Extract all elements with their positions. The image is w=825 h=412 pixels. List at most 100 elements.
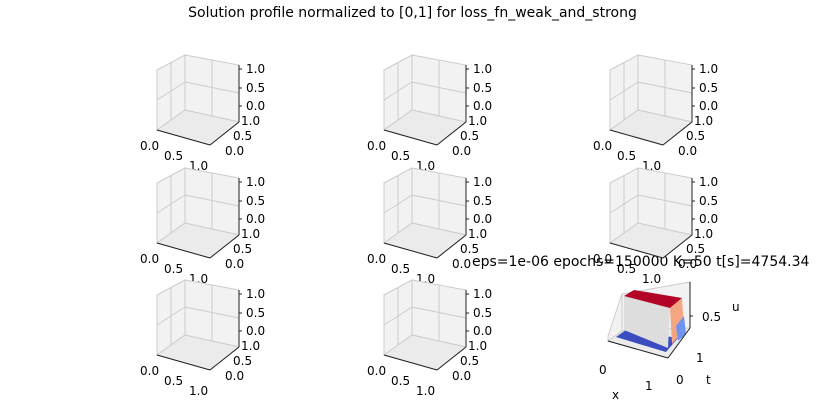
x-axis-line bbox=[383, 242, 438, 259]
grid-line bbox=[383, 194, 413, 214]
z-tick-label: 0.0 bbox=[246, 324, 265, 338]
z-tick-label: 0.0 bbox=[473, 324, 492, 338]
grid-line bbox=[184, 81, 240, 94]
grid-line bbox=[411, 81, 467, 94]
grid-line bbox=[156, 81, 186, 101]
x-axis-label: x bbox=[612, 388, 619, 402]
z-tick-label: 1.0 bbox=[473, 62, 492, 76]
grid-line bbox=[383, 81, 413, 101]
x-axis-line bbox=[156, 129, 211, 146]
x-tick-label: 0.5 bbox=[617, 262, 636, 276]
x-tick-label: 0.0 bbox=[140, 364, 159, 378]
x-tick-label: 0.0 bbox=[140, 139, 159, 153]
y-tick-label: 0.5 bbox=[233, 354, 252, 368]
y-tick-label: 0 bbox=[676, 373, 684, 387]
x-axis-line bbox=[607, 340, 669, 359]
z-tick-label: 1.0 bbox=[699, 62, 718, 76]
x-tick-label: 1.0 bbox=[189, 384, 208, 398]
subplot-title: eps=1e-06 epochs=150000 K=50 t[s]=4754.3… bbox=[472, 254, 810, 270]
y-axis-line bbox=[209, 234, 240, 259]
x-tick-label: 1 bbox=[645, 379, 653, 393]
grid-line bbox=[637, 194, 693, 207]
y-tick-label: 1.0 bbox=[468, 114, 487, 128]
z-tick-label: 0.5 bbox=[699, 81, 718, 95]
y-axis-line bbox=[436, 346, 467, 371]
y-tick-label: 1.0 bbox=[241, 339, 260, 353]
x-tick-label: 0.5 bbox=[164, 149, 183, 163]
y-axis-line bbox=[209, 346, 240, 371]
z-axis-label: u bbox=[732, 300, 740, 314]
y-tick-label: 1.0 bbox=[468, 227, 487, 241]
x-tick-label: 0 bbox=[599, 363, 607, 377]
y-tick-label: 1.0 bbox=[241, 114, 260, 128]
grid-line bbox=[156, 194, 186, 214]
surface-high-plateau bbox=[624, 290, 682, 308]
x-tick-label: 1.0 bbox=[416, 384, 435, 398]
y-tick-label: 0.5 bbox=[460, 242, 479, 256]
grid-line bbox=[411, 194, 467, 207]
z-tick-label: 1.0 bbox=[246, 175, 265, 189]
z-tick-label: 1.0 bbox=[699, 175, 718, 189]
y-tick-label: 1.0 bbox=[694, 114, 713, 128]
y-tick-label: 0.5 bbox=[233, 242, 252, 256]
z-tick-label: 1.0 bbox=[246, 287, 265, 301]
y-tick-label: 0.0 bbox=[678, 257, 697, 271]
x-tick-label: 0.0 bbox=[367, 139, 386, 153]
x-tick-label: 0.5 bbox=[391, 149, 410, 163]
x-tick-label: 0.0 bbox=[593, 252, 612, 266]
z-tick-label: 0.5 bbox=[473, 81, 492, 95]
y-tick-label: 1.0 bbox=[468, 339, 487, 353]
z-tick-label: 1.0 bbox=[473, 287, 492, 301]
figure-title: Solution profile normalized to [0,1] for… bbox=[188, 5, 637, 21]
x-axis-line bbox=[156, 242, 211, 259]
z-tick-label: 0.5 bbox=[473, 306, 492, 320]
grid-line bbox=[156, 306, 186, 326]
x-tick-label: 0.0 bbox=[140, 252, 159, 266]
z-tick-label: 0.0 bbox=[699, 99, 718, 113]
y-tick-label: 0.0 bbox=[225, 257, 244, 271]
y-axis-line bbox=[667, 327, 691, 359]
grid-line bbox=[184, 194, 240, 207]
y-axis-line bbox=[436, 121, 467, 146]
x-tick-label: 0.0 bbox=[593, 139, 612, 153]
y-tick-label: 0.0 bbox=[225, 369, 244, 383]
z-tick-label: 0.5 bbox=[246, 306, 265, 320]
x-axis-line bbox=[383, 354, 438, 371]
z-tick-label: 0.5 bbox=[699, 194, 718, 208]
y-tick-label: 0.0 bbox=[452, 144, 471, 158]
x-tick-label: 0.0 bbox=[367, 252, 386, 266]
x-tick-label: 0.5 bbox=[164, 262, 183, 276]
grid-line bbox=[609, 194, 639, 214]
x-tick-label: 1.0 bbox=[642, 272, 661, 286]
z-tick-label: 1.0 bbox=[473, 175, 492, 189]
surface-low-plateau bbox=[616, 330, 678, 352]
grid-line bbox=[184, 306, 240, 319]
x-tick-label: 0.5 bbox=[617, 149, 636, 163]
y-tick-label: 0.0 bbox=[452, 369, 471, 383]
y-axis-label: t bbox=[706, 373, 711, 387]
z-tick-label: 0.0 bbox=[246, 212, 265, 226]
x-tick-label: 0.0 bbox=[367, 364, 386, 378]
z-tick-label: 1.0 bbox=[246, 62, 265, 76]
surface-right-edge-low bbox=[676, 316, 686, 341]
z-tick-label: 0.5 bbox=[702, 310, 721, 324]
y-axis-line bbox=[662, 234, 693, 259]
x-axis-line bbox=[383, 129, 438, 146]
grid-line bbox=[411, 306, 467, 319]
y-axis-line bbox=[436, 234, 467, 259]
z-tick-label: 0.0 bbox=[699, 212, 718, 226]
z-tick-label: 0.5 bbox=[473, 194, 492, 208]
x-axis-line bbox=[156, 354, 211, 371]
y-tick-label: 0.5 bbox=[686, 242, 705, 256]
y-tick-label: 0.5 bbox=[233, 129, 252, 143]
grid-line bbox=[637, 81, 693, 94]
y-tick-label: 1 bbox=[696, 351, 704, 365]
z-tick-label: 0.0 bbox=[473, 99, 492, 113]
z-tick-label: 0.5 bbox=[246, 81, 265, 95]
y-tick-label: 0.0 bbox=[452, 257, 471, 271]
y-tick-label: 0.5 bbox=[686, 129, 705, 143]
grid-line bbox=[383, 306, 413, 326]
y-tick-label: 0.5 bbox=[460, 354, 479, 368]
y-tick-label: 0.0 bbox=[678, 144, 697, 158]
